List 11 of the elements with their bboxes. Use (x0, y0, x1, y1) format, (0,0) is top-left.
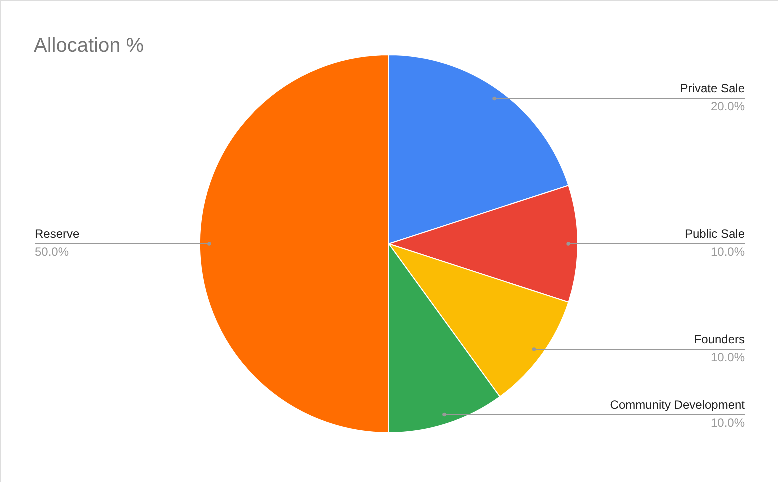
slice-label: Founders (694, 332, 745, 347)
data-label: 10.0% (710, 350, 746, 365)
data-label: 10.0% (710, 416, 746, 430)
slice-label: Reserve (35, 227, 80, 241)
slice-label: Community Development (610, 398, 746, 412)
chart-title: Allocation % (34, 35, 144, 57)
data-label: 10.0% (710, 245, 746, 259)
slice-label: Public Sale (684, 227, 746, 241)
data-label: 20.0% (710, 100, 746, 114)
slice-label: Private Sale (680, 82, 746, 96)
data-label: 50.0% (35, 245, 70, 259)
